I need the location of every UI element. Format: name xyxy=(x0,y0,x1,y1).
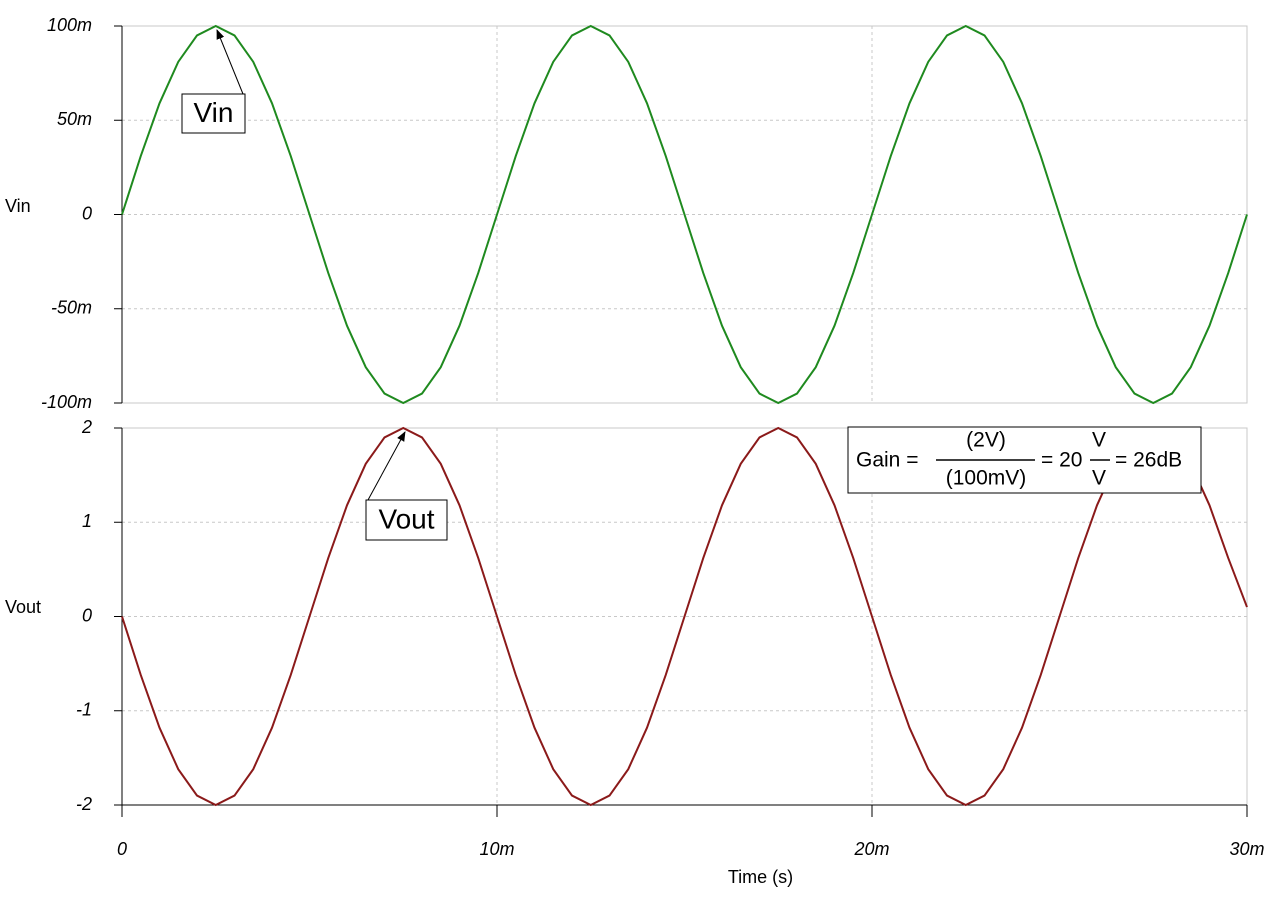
x-tick-label: 0 xyxy=(117,839,127,859)
y-tick-label: 2 xyxy=(81,417,92,437)
formula-text: V xyxy=(1092,467,1106,490)
y-tick-label: -2 xyxy=(76,794,92,814)
y-tick-label: 100m xyxy=(47,15,92,35)
annotation-arrow xyxy=(367,431,406,501)
annotation-box xyxy=(181,93,246,134)
formula-text: (100mV) xyxy=(946,467,1027,490)
annotation-text: Vin xyxy=(194,97,234,128)
x-tick-label: 10m xyxy=(479,839,514,859)
y-tick-label: -1 xyxy=(76,700,92,720)
y-tick-label: -50m xyxy=(51,298,92,318)
formula-text: (2V) xyxy=(966,429,1006,452)
annotation-arrow xyxy=(216,29,244,95)
formula-text: Gain = xyxy=(856,449,918,472)
annotation-text: Vout xyxy=(378,503,434,534)
line-series xyxy=(121,24,1248,405)
y-tick-label: 0 xyxy=(82,203,92,223)
formula-text: = 20 xyxy=(1041,449,1082,472)
y-tick-label: -100m xyxy=(41,392,92,412)
y-tick-label: 0 xyxy=(82,605,92,625)
x-tick-label: 20m xyxy=(853,839,889,859)
y-axis-label: Vout xyxy=(5,597,41,617)
formula-text: = 26dB xyxy=(1115,449,1182,472)
y-tick-label: 1 xyxy=(82,511,92,531)
annotation-box xyxy=(365,499,448,541)
line-series xyxy=(121,426,1248,807)
x-tick-label: 30m xyxy=(1229,839,1264,859)
y-axis-label: Vin xyxy=(5,196,31,216)
formula-text: V xyxy=(1092,429,1106,452)
y-tick-label: 50m xyxy=(57,109,92,129)
x-axis-label: Time (s) xyxy=(728,867,793,887)
